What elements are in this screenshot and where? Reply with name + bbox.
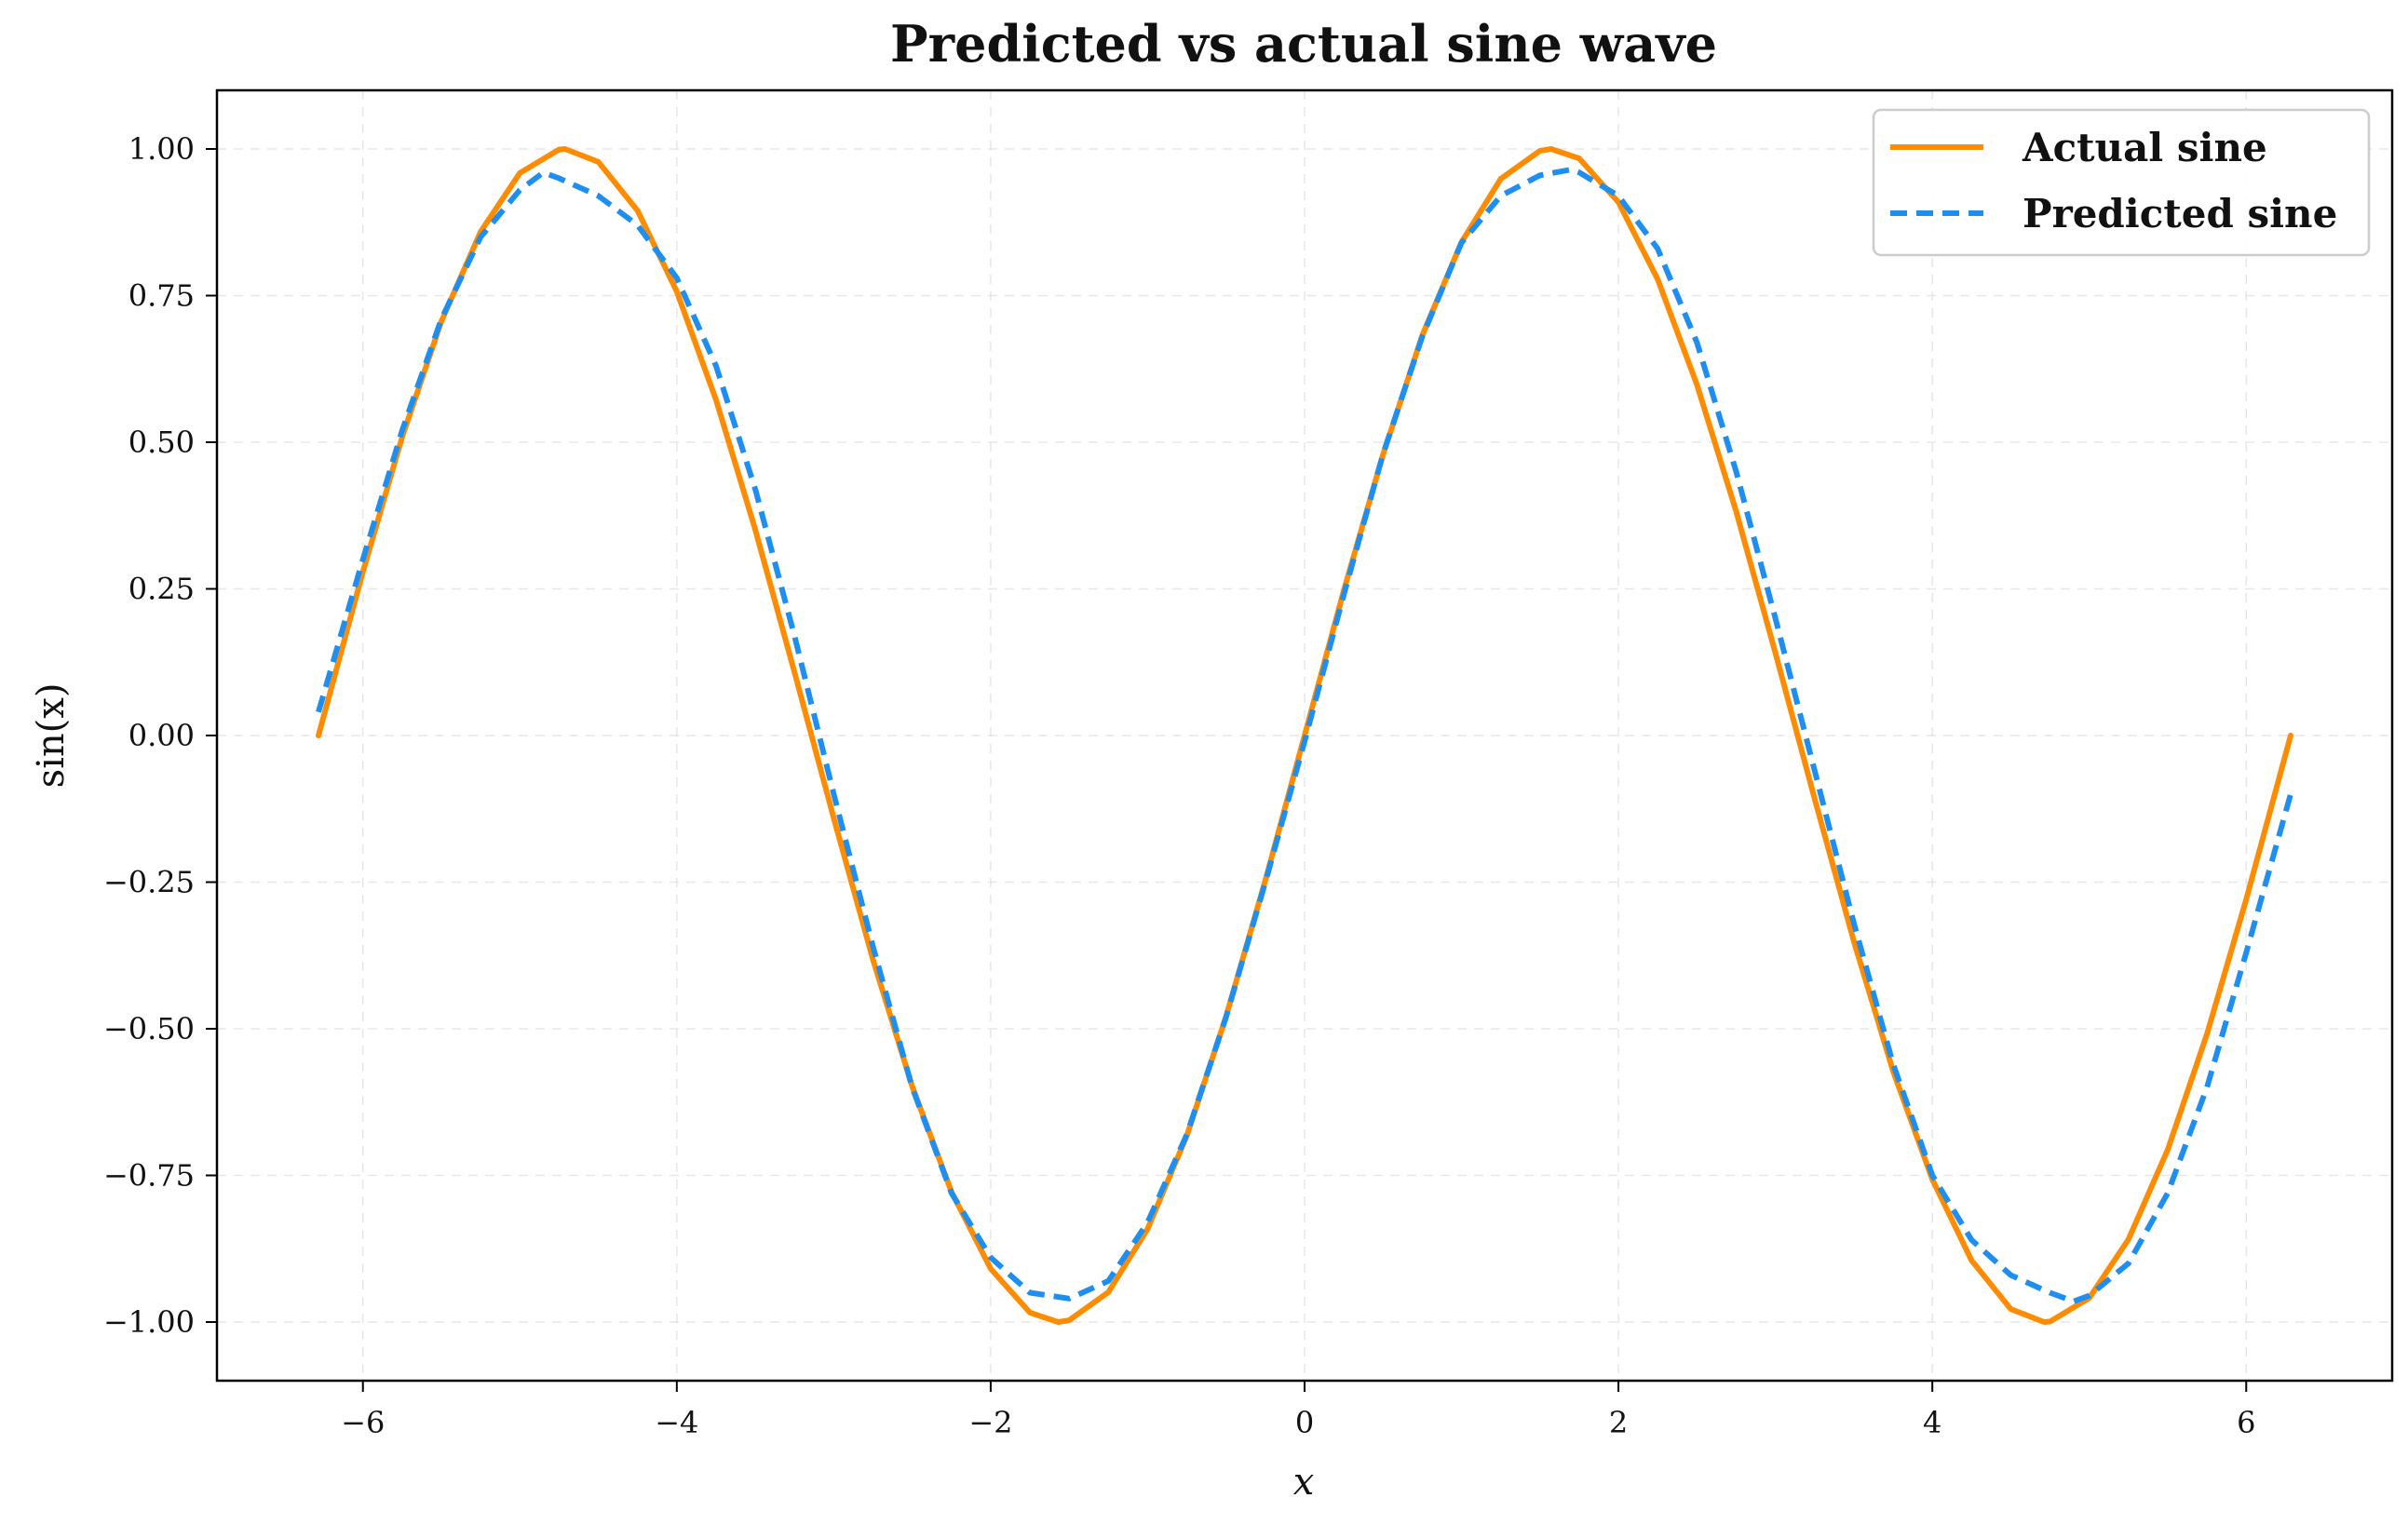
y-tick-label: 0.50 [129, 425, 195, 460]
legend: Actual sine Predicted sine [1872, 108, 2371, 257]
y-tick-label: −0.25 [103, 865, 195, 900]
y-tick-label: 0.25 [129, 572, 195, 607]
x-axis-label: x [1293, 1461, 1315, 1504]
y-tick-label: 0.75 [129, 278, 195, 314]
y-tick-label: −0.50 [103, 1011, 195, 1046]
legend-label-predicted: Predicted sine [2022, 191, 2337, 236]
legend-label-actual: Actual sine [2022, 125, 2267, 170]
x-tick-label: −4 [655, 1405, 698, 1440]
x-tick-label: −6 [341, 1405, 385, 1440]
x-tick-label: 2 [1609, 1405, 1628, 1440]
x-tick-label: 0 [1295, 1405, 1314, 1440]
legend-box [1872, 108, 2371, 257]
y-axis-label: sin(x) [30, 683, 73, 789]
x-tick-label: 6 [2237, 1405, 2255, 1440]
x-tick-label: −2 [968, 1405, 1012, 1440]
series-group [316, 146, 2293, 1325]
y-tick-label: −0.75 [103, 1158, 195, 1194]
chart-title: Predicted vs actual sine wave [890, 14, 1717, 74]
predicted-sine-line [316, 167, 2293, 1304]
y-tick-label: −1.00 [103, 1304, 195, 1340]
x-tick-label: 4 [1923, 1405, 1941, 1440]
ticks: −6 −4 −2 0 2 4 6 1.00 0.75 0.50 0.25 0.00 −0.25 −0.50… [103, 131, 2255, 1440]
y-tick-label: 0.00 [129, 718, 195, 753]
y-tick-label: 1.00 [129, 131, 195, 167]
